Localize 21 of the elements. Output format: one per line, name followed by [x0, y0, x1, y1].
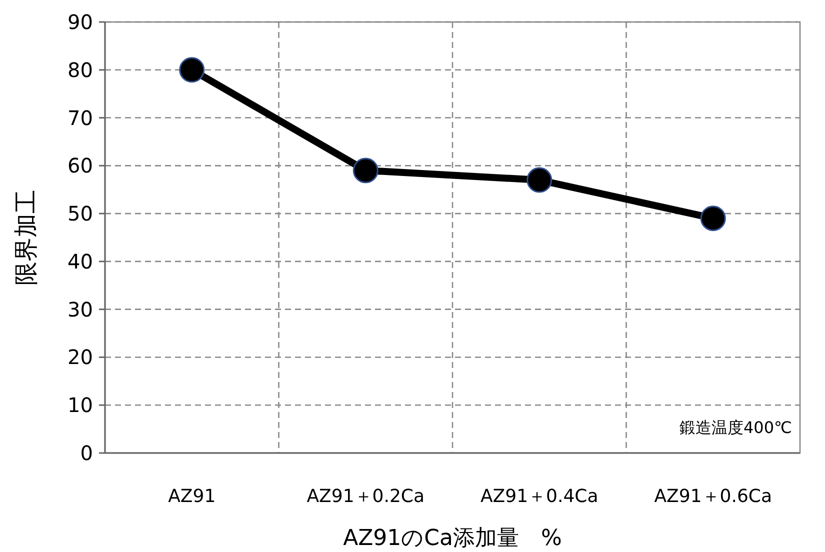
x-tick-label: AZ91: [168, 486, 216, 507]
y-tick-label: 0: [80, 441, 93, 465]
y-tick-label: 60: [68, 154, 93, 178]
y-tick-label: 40: [68, 249, 93, 274]
x-tick-label: AZ91＋0.4Ca: [480, 486, 598, 507]
y-axis-title: 限界加工: [12, 190, 40, 286]
point: [700, 206, 726, 232]
x-tick-label: AZ91＋0.6Ca: [654, 486, 772, 507]
y-tick-label: 10: [68, 393, 93, 418]
point: [179, 57, 205, 83]
x-tick-label: AZ91＋0.2Ca: [306, 486, 425, 507]
y-tick-label: 20: [68, 345, 93, 370]
y-tick-label: 30: [68, 297, 93, 322]
y-tick-label: 90: [68, 10, 93, 34]
annotation: 鍛造温度400℃: [679, 418, 792, 437]
point: [352, 158, 378, 184]
y-tick-label: 80: [68, 58, 93, 82]
x-axis-title: AZ91のCa添加量 %: [343, 526, 562, 551]
point: [526, 167, 552, 193]
y-tick-label: 70: [68, 106, 93, 130]
y-tick-label: 50: [68, 202, 93, 226]
